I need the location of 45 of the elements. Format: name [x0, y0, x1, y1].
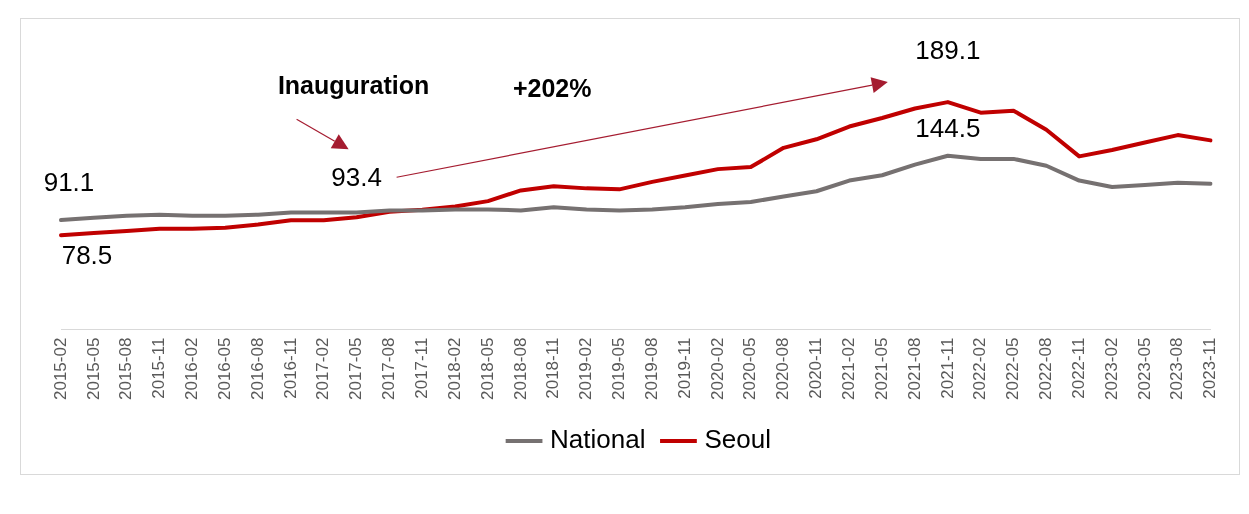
x-tick-label: 2022-02 — [970, 337, 990, 400]
x-tick-label: 2016-02 — [182, 337, 202, 400]
x-tick-label: 2016-11 — [280, 337, 300, 399]
x-tick-label: 2017-02 — [313, 337, 333, 400]
x-tick-label: 2023-05 — [1134, 337, 1154, 400]
x-tick-label: 2019-11 — [674, 337, 694, 399]
x-tick-label: 2019-05 — [609, 337, 629, 400]
legend-label: Seoul — [704, 424, 771, 455]
x-tick-label: 2018-11 — [543, 337, 563, 399]
x-tick-label: 2015-11 — [149, 337, 169, 399]
x-tick-label: 2023-02 — [1101, 337, 1121, 400]
data-label: 189.1 — [915, 35, 981, 66]
x-tick-label: 2023-11 — [1200, 337, 1220, 399]
x-tick-label: 2020-08 — [773, 337, 793, 400]
x-tick-label: 2016-05 — [214, 337, 234, 400]
data-label: 78.5 — [61, 240, 113, 271]
x-tick-label: 2015-02 — [50, 337, 70, 400]
x-tick-label: 2015-05 — [83, 337, 103, 400]
x-tick-label: 2018-02 — [444, 337, 464, 400]
x-tick-label: 2019-08 — [641, 337, 661, 400]
text: Inauguration — [277, 71, 430, 100]
x-tick-label: 2015-08 — [116, 337, 136, 400]
x-tick-label: 2021-08 — [904, 337, 924, 400]
x-tick-label: 2017-05 — [346, 337, 366, 400]
x-tick-label: 2022-05 — [1003, 337, 1023, 400]
x-tick-label: 2017-11 — [411, 337, 431, 399]
x-tick-label: 2021-11 — [937, 337, 957, 399]
x-tick-label: 2021-02 — [838, 337, 858, 400]
x-tick-label: 2018-05 — [477, 337, 497, 400]
x-tick-label: 2022-11 — [1068, 337, 1088, 399]
data-label: 93.4 — [331, 162, 382, 193]
data-label: 91.1 — [43, 167, 95, 198]
x-tick-label: 2020-05 — [740, 337, 760, 400]
x-tick-label: 2018-08 — [510, 337, 530, 400]
x-tick-label: 2016-08 — [247, 337, 267, 400]
x-tick-label: 2020-11 — [806, 337, 826, 399]
legend-label: National — [550, 424, 646, 455]
data-label: 144.5 — [915, 112, 981, 143]
x-tick-label: 2021-05 — [871, 337, 891, 400]
x-tick-label: 2023-08 — [1167, 337, 1187, 400]
x-tick-label: 2022-08 — [1036, 337, 1056, 400]
x-tick-label: 2020-02 — [707, 337, 727, 400]
x-tick-label: 2017-08 — [379, 337, 399, 400]
text: +202% — [512, 74, 592, 103]
x-tick-label: 2019-02 — [576, 337, 596, 400]
